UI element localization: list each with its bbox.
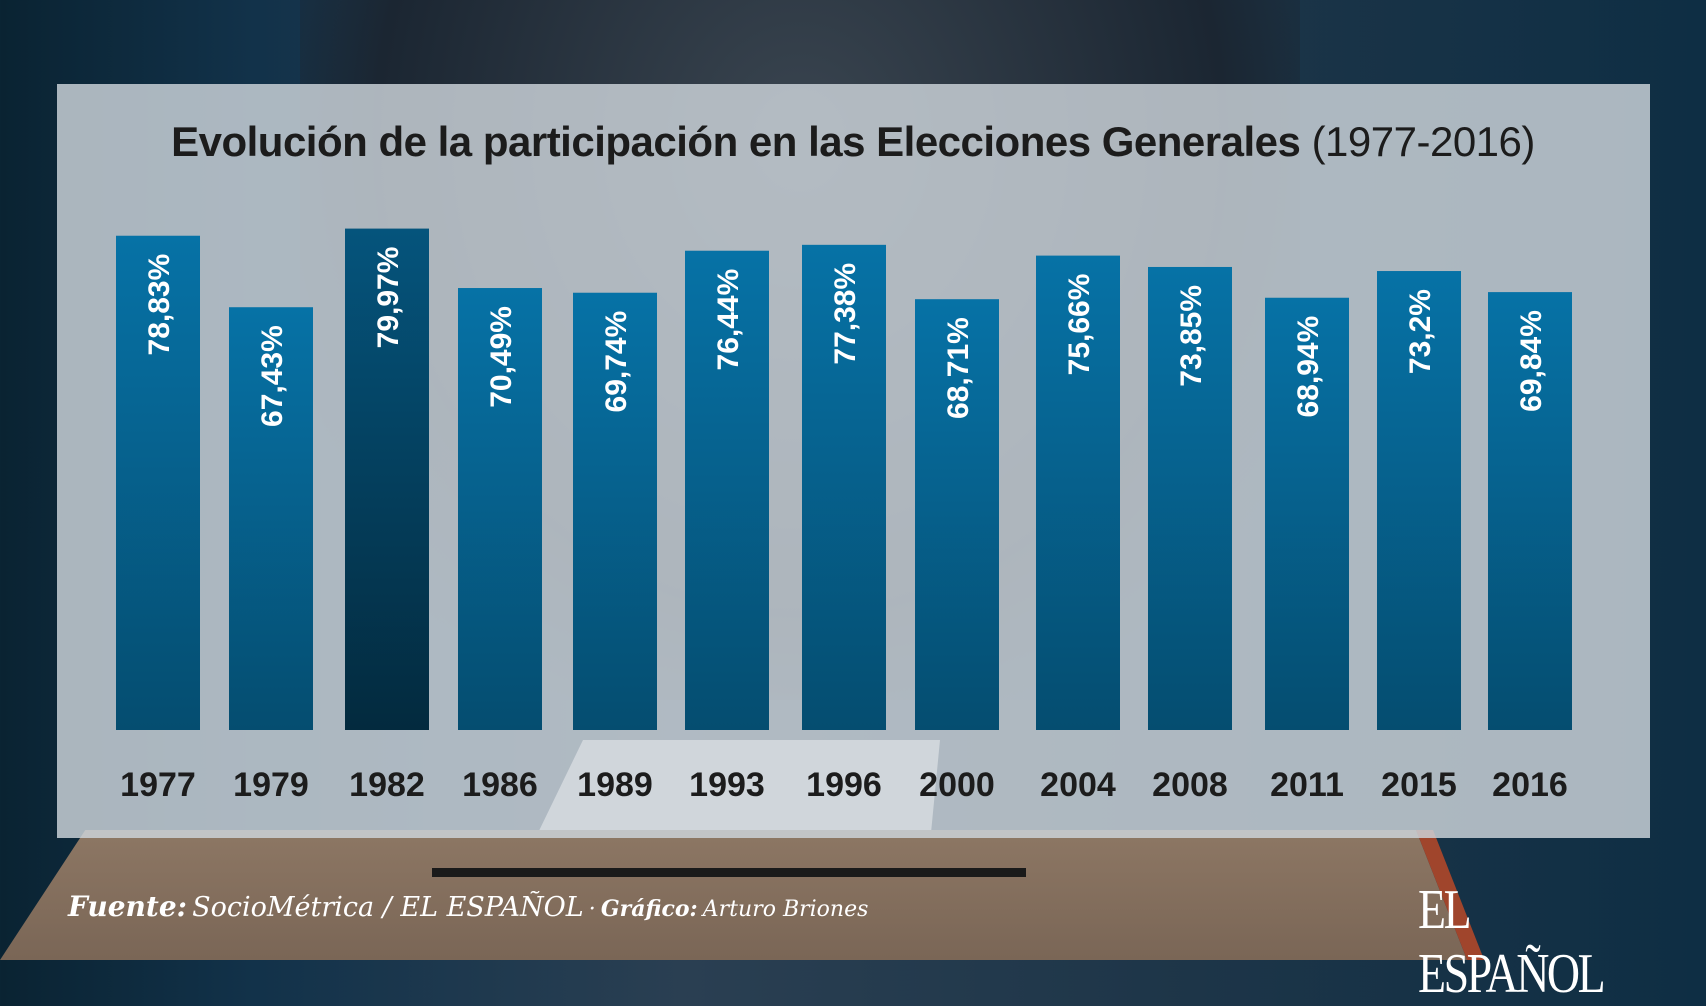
bar-1993 — [685, 250, 769, 731]
ballot-box — [0, 830, 1468, 960]
data-label-2016: 69,84% — [1515, 310, 1548, 412]
x-tick-label-2004: 2004 — [1040, 766, 1116, 804]
bar-2015 — [1377, 271, 1461, 730]
separator: · — [588, 897, 596, 922]
data-label-2011: 68,94% — [1292, 316, 1325, 418]
chart-title: Evolución de la participación en las Ele… — [0, 118, 1706, 166]
data-label-2015: 73,2% — [1404, 289, 1437, 374]
data-label-1989: 69,74% — [600, 311, 633, 413]
bar-2011 — [1265, 297, 1349, 730]
title-years: (1977-2016) — [1311, 118, 1536, 165]
x-tick-label-1993: 1993 — [689, 766, 765, 804]
x-tick-label-1979: 1979 — [233, 766, 309, 804]
x-tick-label-2011: 2011 — [1270, 766, 1344, 804]
data-label-2004: 75,66% — [1063, 274, 1096, 376]
bar-2008 — [1148, 266, 1232, 730]
data-label-1982: 79,97% — [372, 247, 405, 349]
footer-credits: Fuente: SocioMétrica / EL ESPAÑOL · Gráf… — [68, 890, 868, 923]
data-label-1979: 67,43% — [256, 325, 289, 427]
bar-1996 — [802, 244, 886, 730]
bar-1982 — [345, 228, 429, 730]
data-label-2000: 68,71% — [942, 317, 975, 419]
x-tick-label-1982: 1982 — [349, 766, 425, 804]
bar-1979 — [229, 307, 313, 730]
source-text: SocioMétrica / EL ESPAÑOL — [192, 892, 584, 923]
graphic-author: Arturo Briones — [702, 897, 869, 922]
data-label-2008: 73,85% — [1175, 285, 1208, 387]
x-tick-label-1989: 1989 — [577, 766, 653, 804]
x-tick-label-2015: 2015 — [1381, 766, 1457, 804]
x-tick-label-2016: 2016 — [1492, 766, 1568, 804]
source-label: Fuente: — [68, 890, 187, 923]
bar-2004 — [1036, 255, 1120, 730]
bar-2016 — [1488, 292, 1572, 730]
graphic-label: Gráfico: — [600, 896, 698, 922]
x-tick-label-1996: 1996 — [806, 766, 882, 804]
bar-2000 — [915, 299, 999, 730]
x-tick-label-1977: 1977 — [120, 766, 196, 804]
x-tick-label-1986: 1986 — [462, 766, 538, 804]
x-tick-label-2008: 2008 — [1152, 766, 1228, 804]
title-main: Evolución de la participación en las Ele… — [171, 118, 1301, 165]
bar-1977 — [116, 235, 200, 730]
data-label-1996: 77,38% — [829, 263, 862, 365]
el-espanol-logo: EL ESPAÑOL — [1418, 879, 1606, 1005]
bar-1989 — [573, 292, 657, 730]
data-label-1977: 78,83% — [143, 254, 176, 356]
bar-1986 — [458, 288, 542, 730]
x-tick-label-2000: 2000 — [919, 766, 995, 804]
data-label-1993: 76,44% — [712, 269, 745, 371]
bar-chart: 78,83% 1977 67,43% 1979 79,97% 1982 70,49% 1986… — [116, 228, 1572, 804]
ballot-slot — [432, 868, 1026, 877]
data-label-1986: 70,49% — [485, 306, 518, 408]
